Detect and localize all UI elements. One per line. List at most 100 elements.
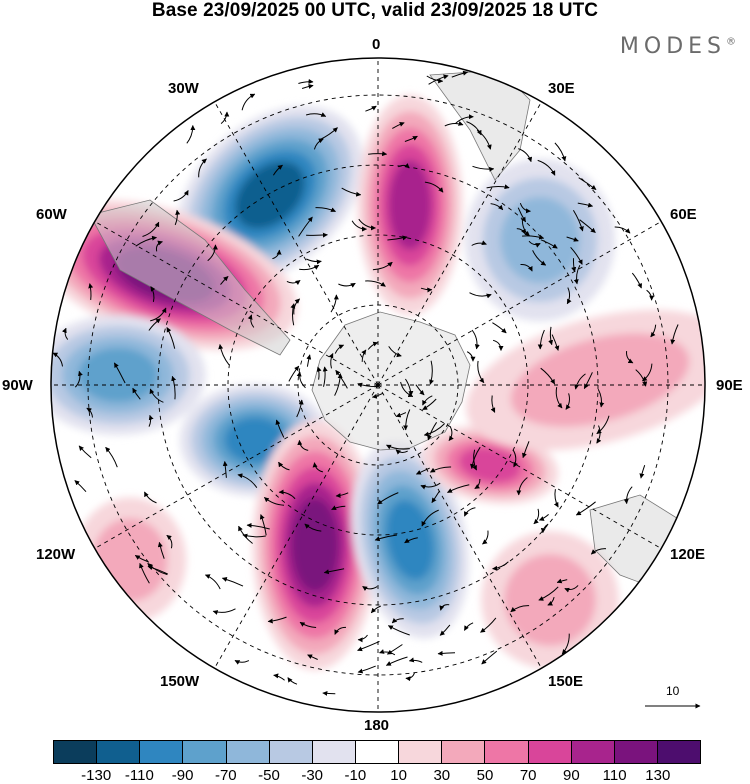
streamline-arrow <box>328 353 334 369</box>
streamline-arrow <box>86 407 93 418</box>
streamline-arrow <box>323 568 345 575</box>
meridian-line <box>94 384 379 549</box>
streamline-arrow <box>278 489 296 500</box>
streamline-arrow <box>537 159 556 176</box>
streamline-arrow <box>469 446 481 469</box>
colorbar-tick-label: 90 <box>563 767 580 784</box>
streamline-arrow <box>299 264 320 271</box>
meridian-line <box>377 101 542 386</box>
lon-label-90e: 90E <box>716 377 743 394</box>
streamline-arrow <box>150 286 156 303</box>
colorbar-segment <box>140 741 184 763</box>
streamline-arrow <box>287 677 298 685</box>
meridian-line <box>377 384 662 549</box>
streamline-arrow <box>358 218 376 231</box>
streamline-arrow <box>431 490 440 504</box>
streamline-arrow <box>429 466 452 473</box>
streamline-arrow <box>372 261 393 271</box>
streamline-arrow <box>554 142 567 162</box>
streamline-arrow <box>113 362 126 384</box>
streamline-arrow <box>371 392 384 399</box>
streamline-arrow <box>379 649 396 656</box>
streamline-arrow <box>551 334 560 351</box>
streamline-arrow <box>590 548 607 555</box>
streamline-arrow <box>573 264 581 285</box>
lon-label-120w: 120W <box>36 546 76 563</box>
streamline-arrow <box>132 387 141 400</box>
streamline-arrow <box>335 369 348 389</box>
streamline-arrow <box>427 422 438 441</box>
streamline-arrow <box>392 121 405 129</box>
lon-label-0: 0 <box>372 36 381 53</box>
streamline-arrow <box>361 349 367 362</box>
lon-label-30w: 30W <box>168 80 199 97</box>
streamline-arrow <box>614 226 631 234</box>
colorbar-tick-label: -130 <box>81 767 112 784</box>
colorbar-tick-label: 70 <box>519 767 537 784</box>
streamline-arrow <box>398 163 410 169</box>
streamline-arrow <box>623 486 633 505</box>
streamline-arrow <box>422 395 433 406</box>
colorbar-tick-label: -90 <box>171 767 194 784</box>
lon-label-150e: 150E <box>548 673 584 690</box>
streamline-arrow <box>639 465 646 479</box>
streamline-arrow <box>555 387 563 409</box>
streamline-arrow <box>510 605 530 613</box>
colorbar-segment <box>614 741 658 763</box>
streamline-arrow <box>155 240 163 252</box>
streamline-arrow <box>148 414 154 427</box>
anomaly-contour <box>388 160 432 250</box>
reference-vector-label: 10 <box>666 684 680 698</box>
colorbar-tick-label: 10 <box>390 767 407 784</box>
streamline-arrow <box>212 608 236 615</box>
streamline-arrow <box>334 344 345 354</box>
streamline-arrow <box>357 640 380 652</box>
streamline-arrow <box>322 366 328 387</box>
streamline-arrow <box>486 184 510 190</box>
streamline-arrow <box>334 373 343 396</box>
streamline-arrow <box>670 324 679 345</box>
streamline-arrow <box>490 395 496 413</box>
streamline-arrow <box>305 112 327 117</box>
streamline-arrow <box>174 209 181 226</box>
streamline-arrow <box>553 489 559 508</box>
streamline-arrow <box>362 585 378 591</box>
streamline-arrow <box>480 617 497 633</box>
streamline-arrow <box>139 562 150 584</box>
streamline-arrow <box>357 634 368 643</box>
colorbar-segment <box>97 741 141 763</box>
streamline-arrow <box>455 114 474 124</box>
streamline-arrow <box>222 461 228 478</box>
colorbar-segment <box>485 741 529 763</box>
streamline-arrow <box>313 138 324 150</box>
streamline-arrow <box>474 478 481 490</box>
streamline-arrow <box>330 294 339 313</box>
streamline-arrow <box>575 501 596 516</box>
streamline-arrow <box>385 656 408 666</box>
streamline-arrow <box>246 522 270 530</box>
streamline-arrow <box>492 339 504 351</box>
streamline-arrow <box>439 604 450 611</box>
streamline-arrow <box>463 507 476 517</box>
colorbar-segment <box>442 741 486 763</box>
streamline-arrow <box>237 473 258 488</box>
colorbar-segment <box>54 741 98 763</box>
streamline-arrow <box>547 596 555 606</box>
anomaly-contour <box>92 518 168 602</box>
streamline-arrow <box>299 621 317 628</box>
streamline-arrow <box>148 318 161 331</box>
streamline-arrow <box>437 650 456 656</box>
streamline-arrow <box>290 303 296 326</box>
colorbar-segment <box>269 741 313 763</box>
meridian-line <box>377 221 662 386</box>
streamline-arrow <box>166 534 173 549</box>
streamline-arrow <box>540 367 556 385</box>
streamline-arrow <box>322 690 336 696</box>
streamline-arrow <box>241 93 256 111</box>
streamline-arrow <box>472 165 495 172</box>
streamline-arrow <box>537 329 545 350</box>
streamline-arrow <box>395 412 407 418</box>
streamline-arrow <box>492 561 509 571</box>
meridian-line <box>377 384 542 669</box>
